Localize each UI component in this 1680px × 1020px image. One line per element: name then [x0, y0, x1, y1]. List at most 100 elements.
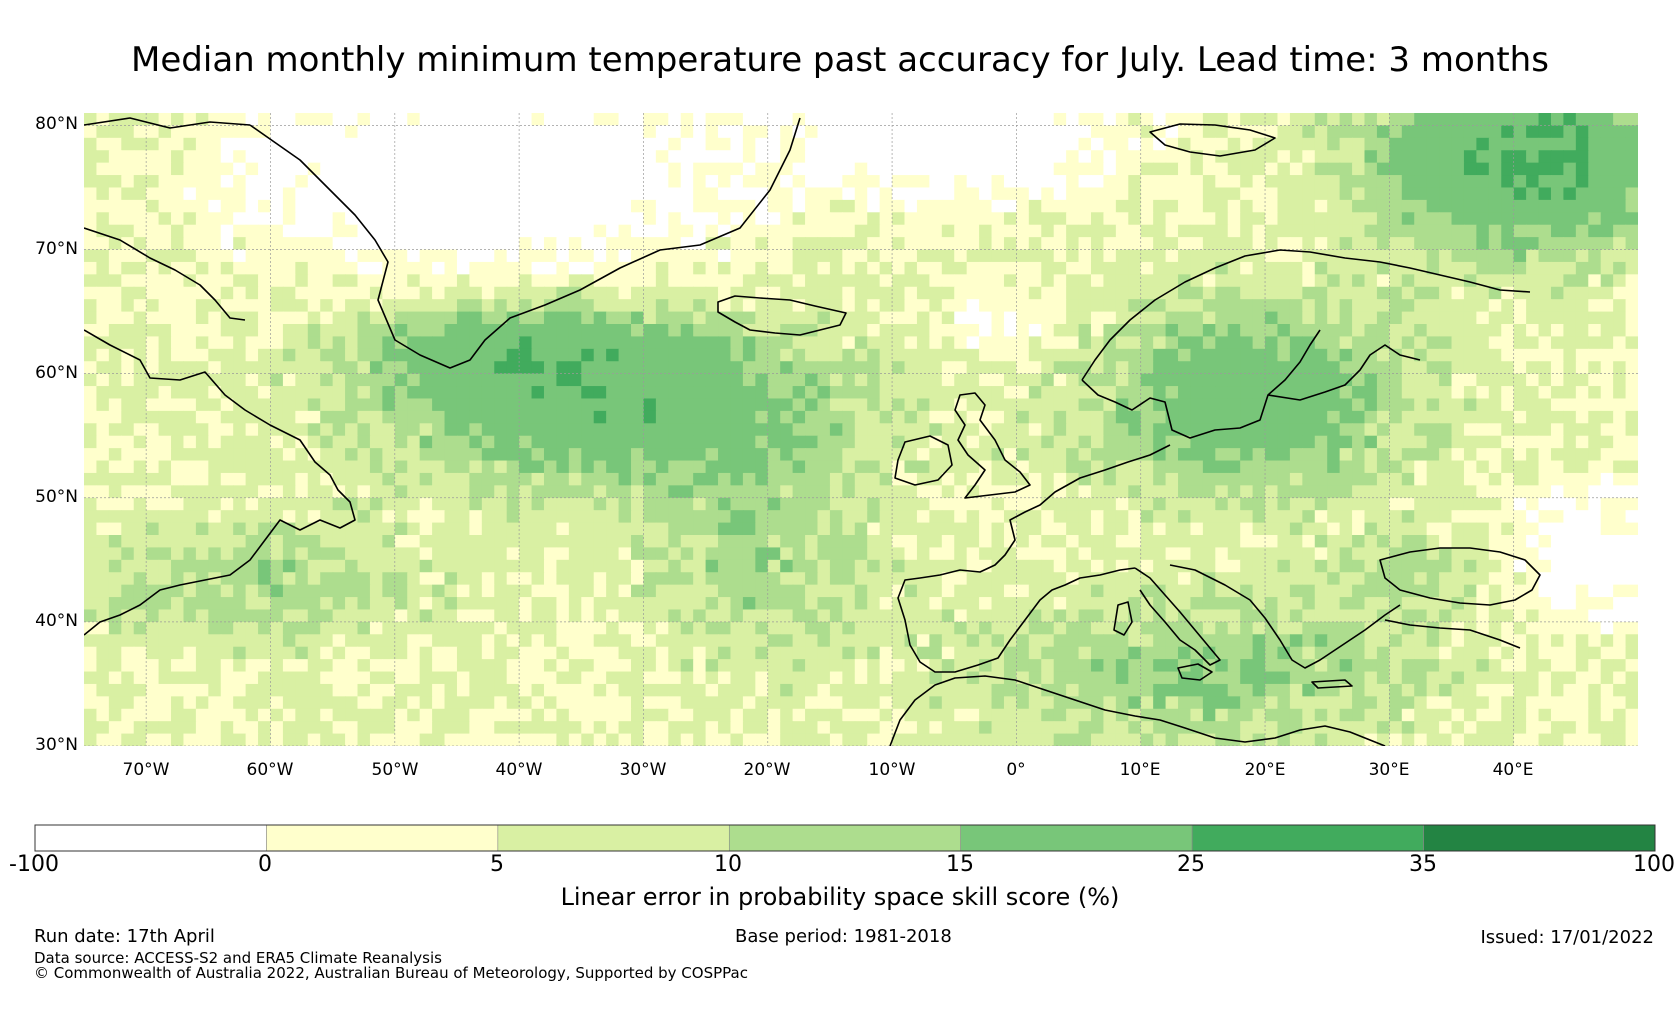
- skill-cell: [295, 373, 309, 387]
- skill-cell: [481, 597, 495, 611]
- skill-cell: [345, 199, 359, 213]
- skill-cell: [1439, 212, 1453, 226]
- skill-cell: [1041, 237, 1055, 251]
- skill-cell: [1414, 460, 1428, 474]
- skill-cell: [531, 435, 545, 449]
- skill-cell: [1202, 336, 1216, 350]
- skill-cell: [506, 547, 520, 561]
- skill-cell: [394, 224, 408, 238]
- skill-cell: [1364, 286, 1378, 300]
- skill-cell: [258, 237, 272, 251]
- skill-cell: [1451, 274, 1465, 288]
- skill-cell: [1414, 522, 1428, 536]
- skill-cell: [345, 113, 359, 127]
- skill-cell: [780, 448, 794, 462]
- skill-cell: [282, 274, 296, 288]
- skill-cell: [1128, 448, 1142, 462]
- skill-cell: [1003, 348, 1017, 362]
- skill-cell: [121, 522, 135, 536]
- skill-cell: [444, 336, 458, 350]
- skill-cell: [282, 299, 296, 313]
- skill-cell: [1488, 485, 1502, 499]
- skill-cell: [643, 572, 657, 586]
- skill-cell: [543, 286, 558, 300]
- skill-cell: [270, 187, 284, 201]
- skill-cell: [730, 386, 744, 400]
- skill-cell: [1451, 125, 1465, 139]
- skill-cell: [1003, 286, 1017, 300]
- skill-cell: [469, 249, 483, 263]
- skill-cell: [631, 150, 645, 164]
- skill-cell: [904, 448, 918, 462]
- skill-cell: [345, 435, 359, 449]
- skill-cell: [307, 423, 321, 437]
- skill-cell: [805, 274, 819, 288]
- skill-cell: [1041, 137, 1055, 151]
- skill-cell: [208, 547, 222, 561]
- skill-cell: [1128, 199, 1142, 213]
- skill-cell: [195, 137, 209, 151]
- skill-cell: [1575, 373, 1589, 387]
- skill-cell: [879, 348, 893, 362]
- skill-cell: [693, 237, 707, 251]
- skill-cell: [1090, 150, 1105, 164]
- skill-cell: [407, 311, 421, 325]
- skill-cell: [966, 324, 980, 338]
- skill-cell: [929, 212, 943, 226]
- skill-cell: [1538, 584, 1552, 598]
- skill-cell: [780, 435, 794, 449]
- skill-cell: [792, 597, 806, 611]
- skill-cell: [817, 423, 831, 437]
- skill-cell: [693, 410, 707, 424]
- skill-cell: [1190, 336, 1204, 350]
- skill-cell: [1563, 398, 1577, 412]
- skill-cell: [1153, 522, 1167, 536]
- skill-cell: [581, 522, 595, 536]
- skill-cell: [171, 274, 185, 288]
- skill-cell: [543, 448, 558, 462]
- skill-cell: [1588, 137, 1602, 151]
- skill-cell: [456, 485, 470, 499]
- skill-cell: [1352, 398, 1366, 412]
- skill-cell: [1090, 311, 1105, 325]
- skill-cell: [146, 286, 160, 300]
- skill-cell: [1066, 535, 1080, 549]
- skill-cell: [295, 472, 309, 486]
- skill-cell: [879, 113, 893, 127]
- skill-cell: [270, 472, 284, 486]
- skill-cell: [432, 175, 446, 189]
- skill-cell: [593, 137, 607, 151]
- skill-cell: [1265, 522, 1279, 536]
- skill-cell: [904, 175, 918, 189]
- skill-cell: [916, 348, 930, 362]
- skill-cell: [829, 373, 843, 387]
- skill-cell: [1339, 472, 1353, 486]
- skill-cell: [991, 175, 1005, 189]
- skill-cell: [1501, 187, 1515, 201]
- skill-cell: [1265, 535, 1279, 549]
- skill-cell: [1041, 547, 1055, 561]
- skill-cell: [618, 373, 632, 387]
- skill-cell: [1003, 299, 1017, 313]
- skill-cell: [854, 497, 868, 511]
- skill-cell: [1202, 249, 1216, 263]
- skill-cell: [1600, 472, 1614, 486]
- skill-cell: [916, 162, 930, 176]
- skill-cell: [1128, 472, 1142, 486]
- skill-cell: [1563, 348, 1577, 362]
- skill-cell: [966, 361, 980, 375]
- skill-cell: [282, 435, 296, 449]
- skill-cell: [1463, 113, 1477, 127]
- skill-cell: [543, 199, 558, 213]
- skill-cell: [1227, 336, 1241, 350]
- skill-cell: [991, 199, 1005, 213]
- skill-cell: [1513, 286, 1527, 300]
- skill-cell: [1414, 212, 1428, 226]
- skill-cell: [419, 423, 433, 437]
- skill-cell: [357, 559, 371, 573]
- skill-cell: [183, 150, 197, 164]
- skill-cell: [146, 572, 160, 586]
- skill-cell: [1364, 448, 1378, 462]
- skill-cell: [531, 448, 545, 462]
- skill-cell: [332, 274, 346, 288]
